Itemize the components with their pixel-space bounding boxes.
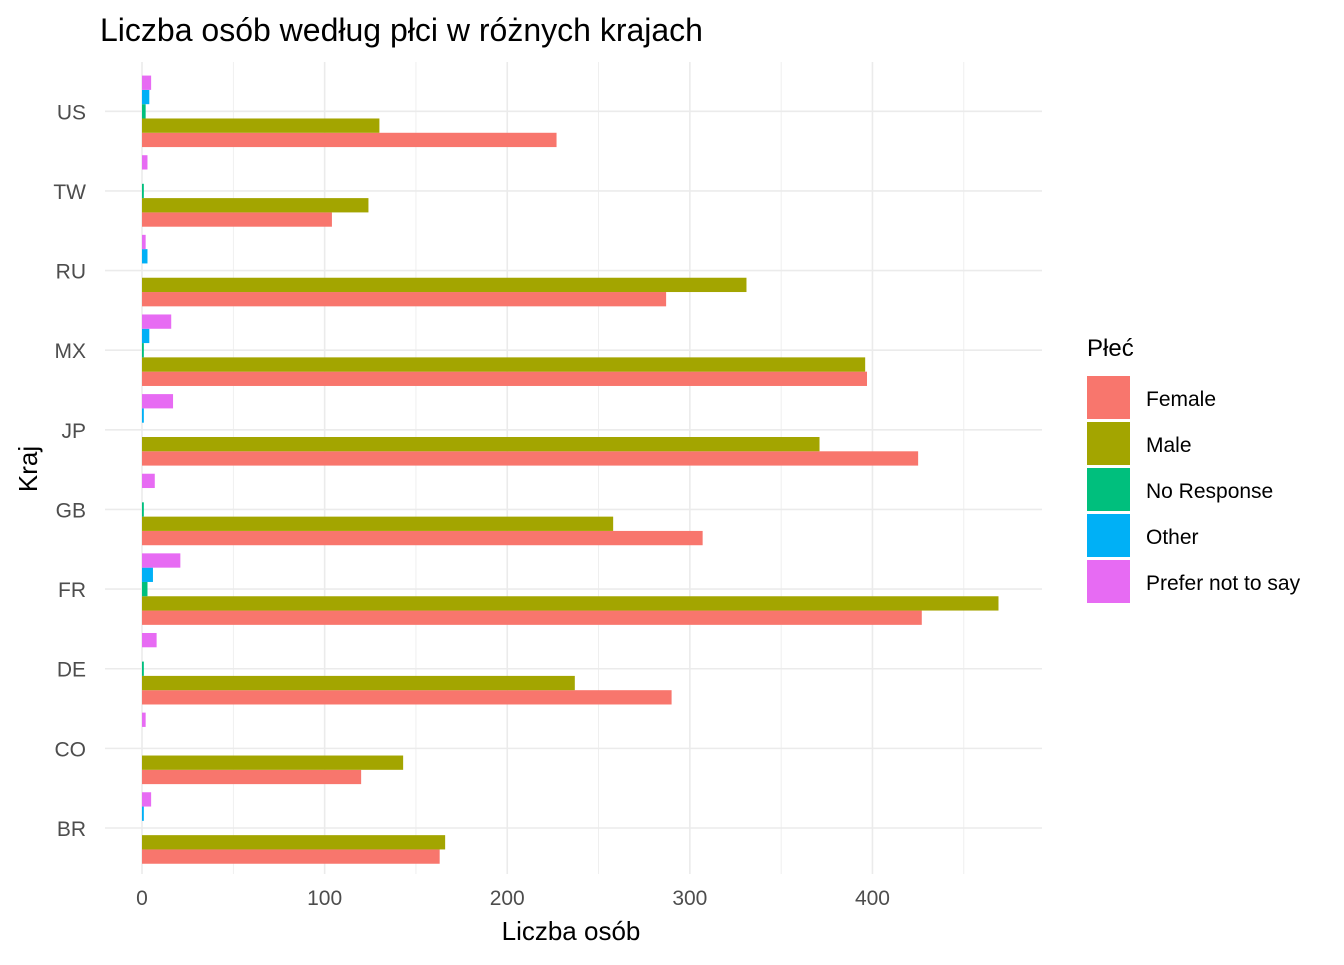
x-tick-labels: 0 100 200 300 400 (136, 887, 890, 910)
legend-label: Male (1146, 434, 1192, 457)
legend-label: Female (1146, 388, 1216, 411)
bar-us-prefer-not-to-say (142, 75, 152, 90)
bar-fr-male (142, 596, 999, 611)
bar-de-male (142, 675, 575, 691)
legend-title: Płeć (1087, 335, 1134, 362)
bar-co-female (142, 769, 362, 785)
legend-label: Prefer not to say (1146, 572, 1301, 595)
y-tick-label: US (57, 101, 86, 124)
bar-mx-other (142, 328, 150, 344)
bar-ru-male (142, 277, 747, 293)
bar-de-prefer-not-to-say (142, 632, 157, 648)
bar-jp-prefer-not-to-say (142, 394, 174, 409)
bar-br-female (142, 849, 440, 864)
chart-title: Liczba osób według płci w różnych krajac… (100, 12, 703, 48)
bar-gb-prefer-not-to-say (142, 473, 155, 489)
y-tick-label: MX (55, 340, 87, 363)
bar-co-male (142, 755, 404, 770)
bar-us-male (142, 118, 380, 133)
bar-mx-no-response (142, 343, 144, 358)
bar-co-prefer-not-to-say (142, 712, 146, 727)
bar-fr-no-response (142, 581, 148, 597)
x-tick-label: 400 (855, 887, 890, 910)
y-tick-label: JP (61, 420, 86, 443)
x-axis-label: Liczba osób (502, 916, 641, 946)
bar-fr-female (142, 610, 922, 625)
legend-swatch-prefer-not-to-say (1087, 560, 1130, 603)
bar-us-no-response (142, 104, 146, 119)
bar-gb-female (142, 530, 703, 546)
bar-fr-prefer-not-to-say (142, 553, 181, 568)
bar-tw-male (142, 198, 369, 213)
bar-us-other (142, 89, 150, 105)
bar-jp-other (142, 408, 144, 423)
bar-ru-prefer-not-to-say (142, 234, 146, 250)
x-tick-label: 300 (672, 887, 707, 910)
bar-de-female (142, 690, 672, 705)
legend-label: No Response (1146, 480, 1273, 503)
bar-tw-prefer-not-to-say (142, 155, 148, 170)
bar-br-male (142, 835, 446, 850)
legend: Płeć Female Male No Response Other Prefer no… (1087, 335, 1301, 603)
y-tick-labels: BR CO DE FR GB JP MX RU TW US (53, 101, 86, 841)
bar-tw-female (142, 212, 332, 227)
legend-swatch-no-response (1087, 468, 1130, 511)
y-tick-label: RU (56, 261, 86, 284)
grid-lines (105, 62, 1042, 874)
bar-de-no-response (142, 661, 144, 676)
bar-mx-male (142, 357, 866, 372)
legend-label: Other (1146, 526, 1199, 549)
y-tick-label: DE (57, 659, 86, 682)
bar-jp-female (142, 451, 919, 466)
y-tick-label: FR (58, 579, 86, 602)
bar-jp-male (142, 437, 820, 452)
y-tick-label: CO (55, 738, 87, 761)
legend-swatch-female (1087, 376, 1130, 419)
x-tick-label: 0 (136, 887, 148, 910)
bar-gb-no-response (142, 502, 144, 517)
x-tick-label: 200 (490, 887, 525, 910)
y-tick-label: BR (57, 818, 86, 841)
bar-tw-no-response (142, 183, 144, 199)
legend-swatch-male (1087, 422, 1130, 465)
bar-us-female (142, 132, 557, 148)
bars-group (142, 75, 999, 864)
y-tick-label: GB (56, 499, 86, 522)
x-tick-label: 100 (307, 887, 342, 910)
bar-ru-other (142, 249, 148, 264)
y-axis-label: Kraj (13, 446, 43, 492)
bar-gb-male (142, 516, 614, 531)
bar-mx-prefer-not-to-say (142, 314, 172, 329)
bar-mx-female (142, 371, 868, 386)
bar-fr-other (142, 567, 153, 582)
y-tick-label: TW (53, 181, 86, 204)
bar-br-other (142, 806, 144, 821)
bar-ru-female (142, 292, 667, 307)
legend-swatch-other (1087, 514, 1130, 557)
bar-br-prefer-not-to-say (142, 792, 152, 807)
